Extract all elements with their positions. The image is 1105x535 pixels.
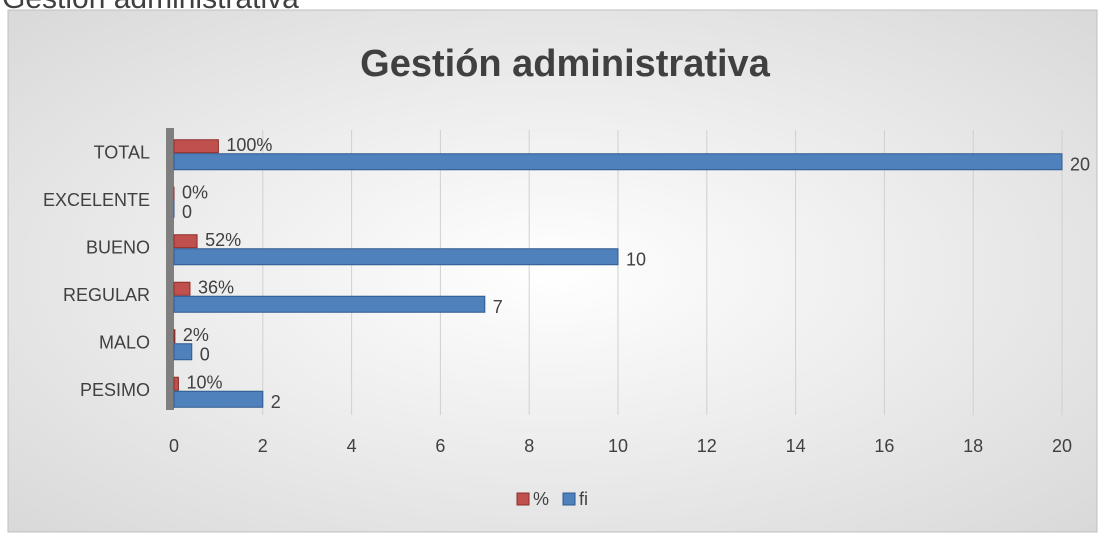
x-tick-label: 14 [786, 436, 806, 456]
bar [173, 390, 264, 408]
bar [173, 153, 1063, 171]
x-tick-label: 20 [1052, 436, 1072, 456]
bar [173, 139, 219, 154]
legend-swatch [562, 492, 576, 506]
data-label: 10 [626, 250, 646, 270]
data-label: 2 [271, 392, 281, 412]
data-label: 10% [186, 373, 222, 393]
bar [173, 343, 193, 361]
data-label: 100% [226, 135, 272, 155]
x-tick-label: 6 [435, 436, 445, 456]
bar [173, 295, 486, 313]
x-tick-label: 18 [963, 436, 983, 456]
legend-swatch [516, 492, 530, 506]
legend-label: fi [579, 489, 588, 509]
y-tick-label: TOTAL [94, 143, 150, 163]
data-label: 52% [205, 230, 241, 250]
chart-title: Gestión administrativa [360, 43, 771, 85]
x-tick-label: 10 [608, 436, 628, 456]
data-label: 2% [183, 325, 209, 345]
data-label: 0% [182, 183, 208, 203]
x-tick-label: 12 [697, 436, 717, 456]
bar [173, 281, 191, 296]
y-tick-label: EXCELENTE [43, 190, 150, 210]
data-label: 0 [182, 202, 192, 222]
y-tick-label: BUENO [86, 238, 150, 258]
bar [173, 329, 176, 344]
axis-wall [166, 128, 174, 410]
data-label: 0 [200, 345, 210, 365]
bar [173, 376, 179, 391]
bar [173, 234, 198, 249]
x-tick-label: 2 [258, 436, 268, 456]
x-tick-label: 0 [169, 436, 179, 456]
data-label: 36% [198, 278, 234, 298]
data-label: 7 [493, 297, 503, 317]
x-tick-label: 4 [347, 436, 357, 456]
bar [173, 248, 619, 266]
y-tick-label: PESIMO [80, 380, 150, 400]
chart-area [7, 9, 1098, 533]
data-label: 20 [1070, 155, 1090, 175]
y-tick-label: MALO [99, 333, 150, 353]
x-tick-label: 8 [524, 436, 534, 456]
y-tick-label: REGULAR [63, 285, 150, 305]
legend-label: % [533, 489, 549, 509]
x-tick-label: 16 [874, 436, 894, 456]
